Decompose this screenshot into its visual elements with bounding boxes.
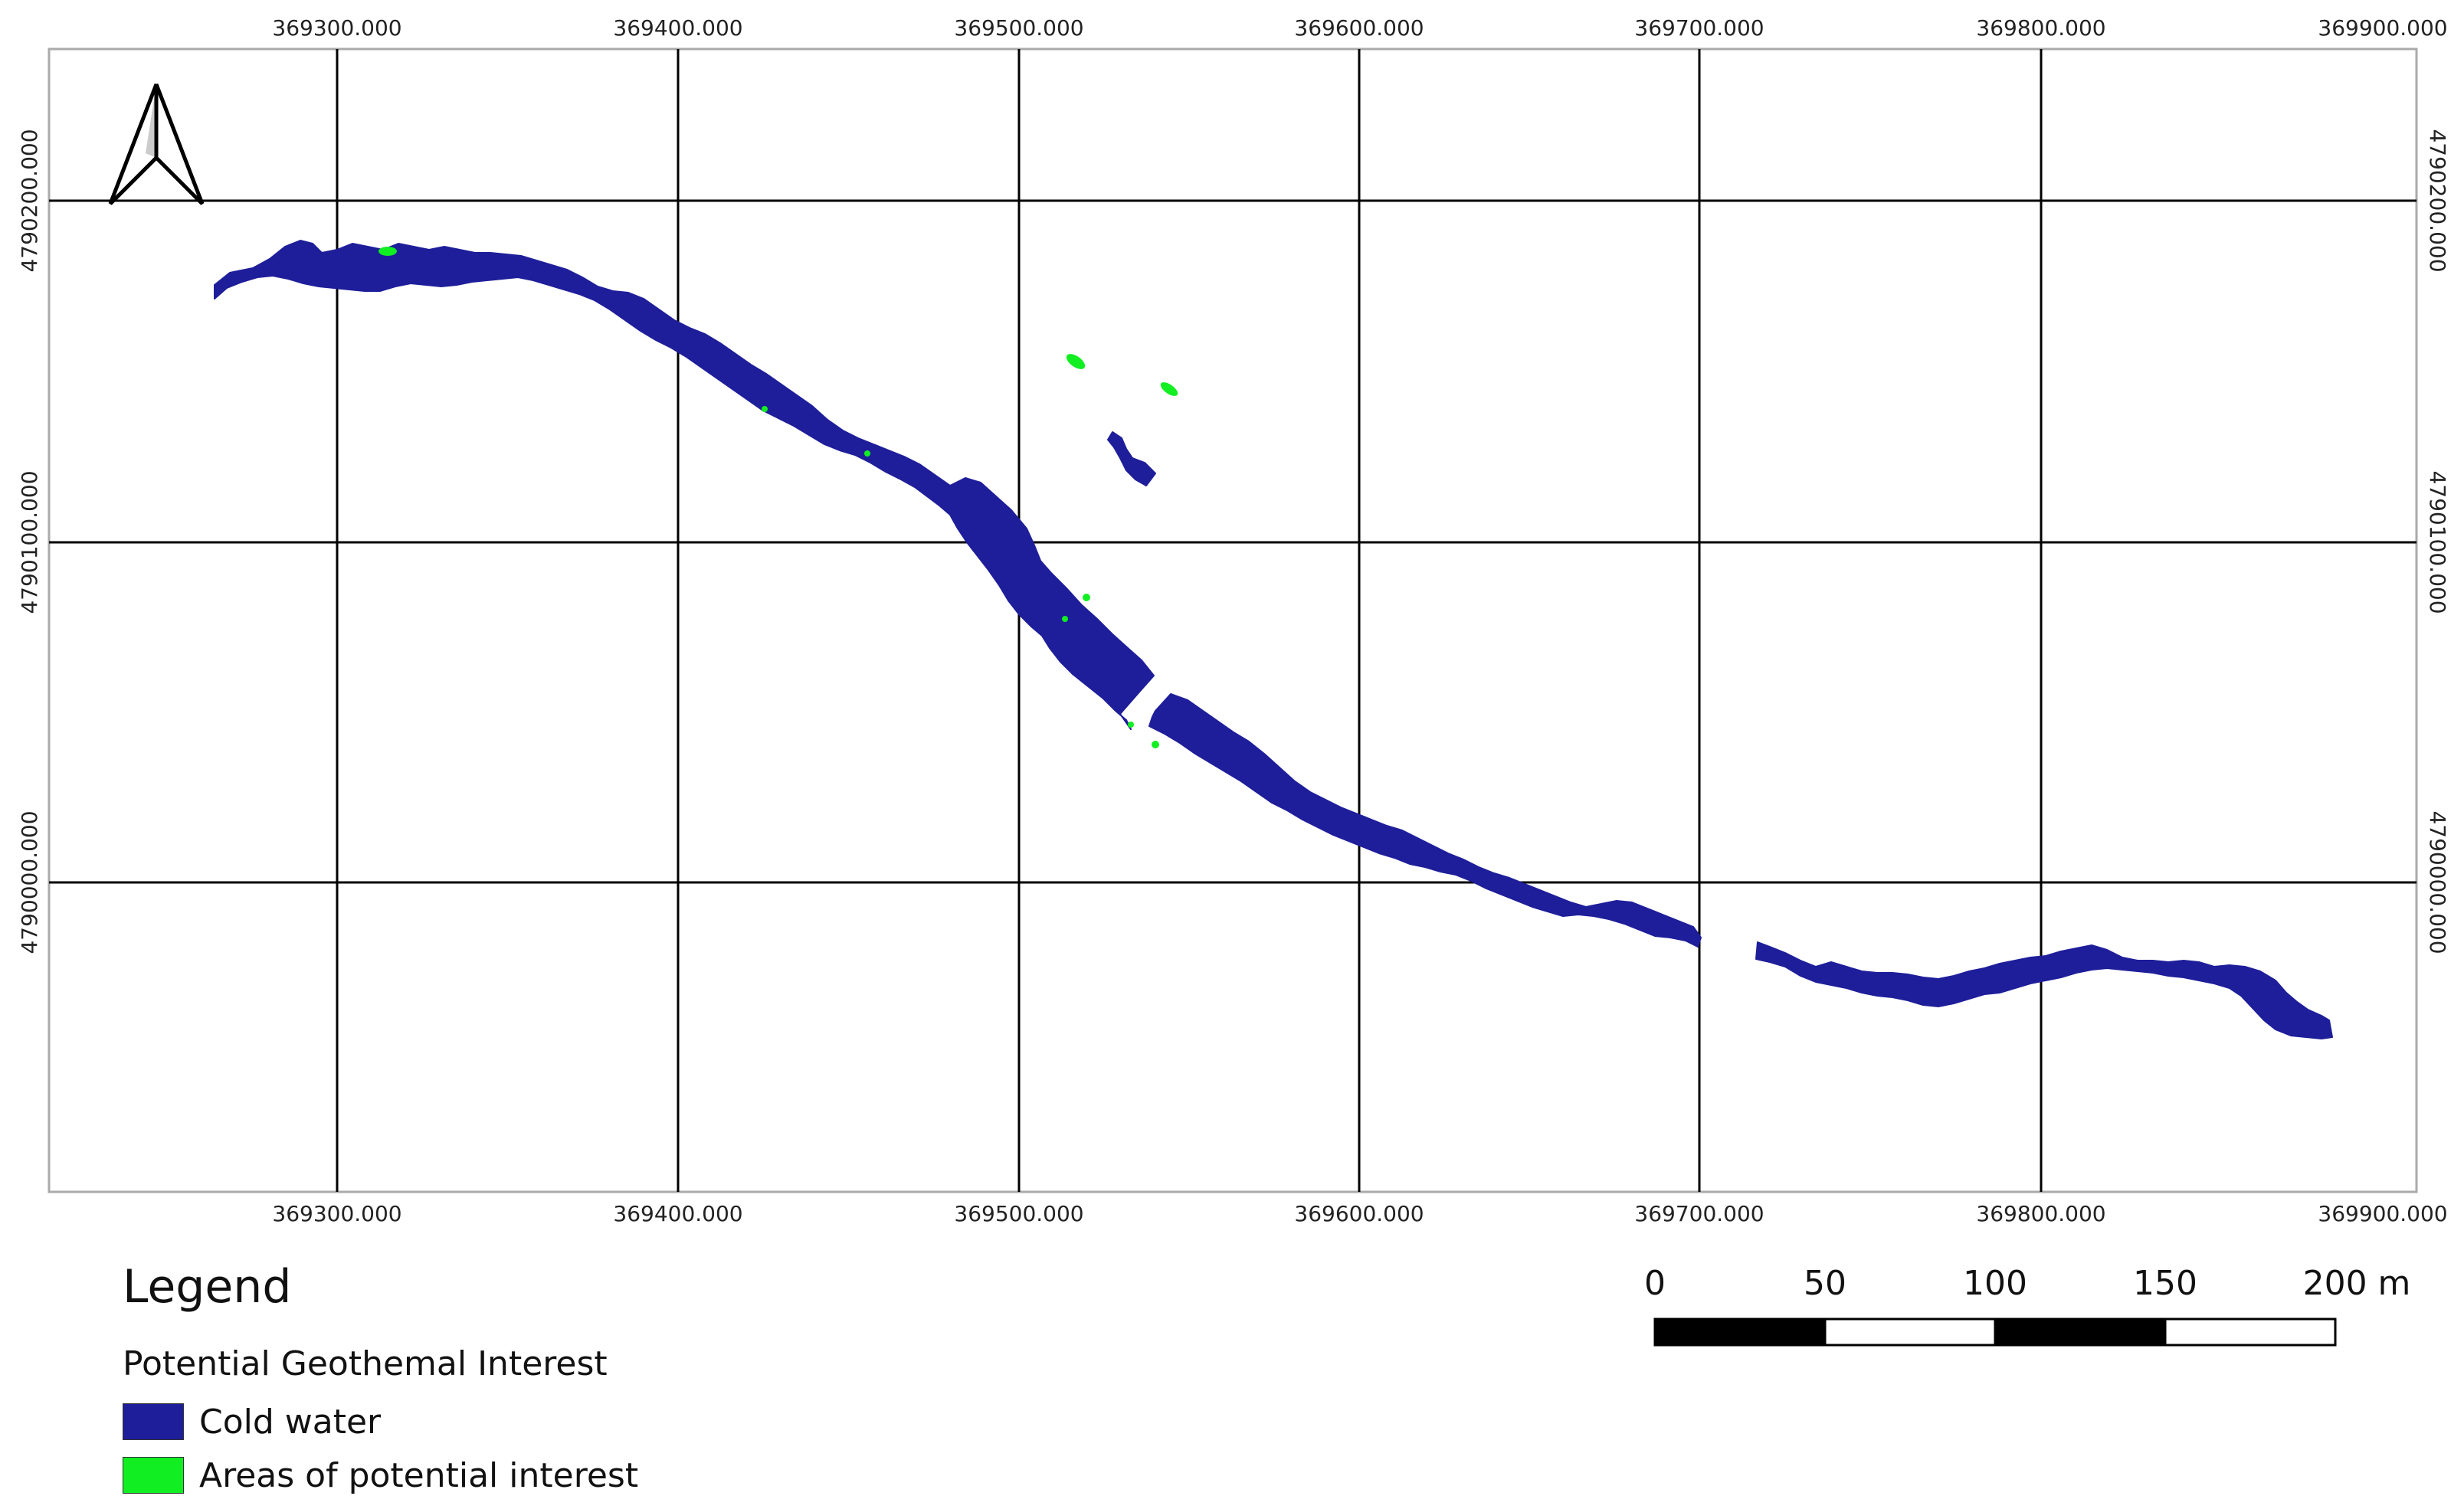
legend-item-label: Cold water <box>199 1402 382 1442</box>
cold-water-swatch <box>123 1403 184 1440</box>
interest-area-bank-3 <box>1083 594 1090 601</box>
interest-area-west <box>378 247 397 256</box>
legend-subtitle: Potential Geothemal Interest <box>123 1344 608 1383</box>
scale-bar: 0 50 100 150 200 m <box>1644 1264 2411 1347</box>
y-tick-right: 4790100.000 <box>2425 470 2450 614</box>
x-tick-top: 369900.000 <box>2318 15 2447 41</box>
x-tick-bottom: 369700.000 <box>1634 1201 1764 1226</box>
interest-area-bank-1 <box>762 406 768 412</box>
river-segment-middle <box>1148 693 1702 948</box>
legend-item-cold-water: Cold water <box>123 1400 638 1443</box>
x-axis-top: 369300.000 369400.000 369500.000 369600.… <box>272 15 2447 41</box>
scale-bar-label: 0 <box>1644 1264 1666 1303</box>
y-tick-right: 4790000.000 <box>2425 810 2450 954</box>
x-tick-bottom: 369900.000 <box>2318 1201 2447 1226</box>
x-tick-bottom: 369400.000 <box>613 1201 742 1226</box>
potential-interest-swatch <box>123 1457 184 1494</box>
x-tick-bottom: 369600.000 <box>1294 1201 1424 1226</box>
x-tick-top: 369600.000 <box>1294 15 1424 41</box>
scale-bar-segment <box>1994 1318 2167 1347</box>
grid <box>49 49 2416 1192</box>
y-tick-left: 4790000.000 <box>17 810 42 954</box>
x-tick-top: 369700.000 <box>1634 15 1764 41</box>
x-tick-bottom: 369800.000 <box>1976 1201 2105 1226</box>
map-frame <box>48 47 2418 1193</box>
interest-area-north-2 <box>1160 382 1178 396</box>
scale-bar-segment <box>1653 1318 1827 1347</box>
scale-bar-label: 50 <box>1804 1264 1846 1303</box>
cold-water-layer <box>214 240 2333 1039</box>
x-tick-top: 369300.000 <box>272 15 401 41</box>
river-island-patch <box>1107 431 1156 486</box>
legend-title: Legend <box>123 1260 292 1314</box>
y-axis-left: 4790200.000 4790100.000 4790000.000 <box>17 129 42 954</box>
legend-item-label: Areas of potential interest <box>199 1455 639 1495</box>
y-tick-left: 4790200.000 <box>17 129 42 272</box>
y-tick-left: 4790100.000 <box>17 470 42 614</box>
x-tick-bottom: 369500.000 <box>954 1201 1083 1226</box>
x-axis-bottom: 369300.000 369400.000 369500.000 369600.… <box>272 1201 2447 1226</box>
x-tick-top: 369400.000 <box>613 15 742 41</box>
interest-area-bank-2 <box>864 450 870 457</box>
river-segment-east <box>1755 941 2333 1039</box>
north-arrow-icon <box>108 83 205 205</box>
interest-area-north-1 <box>1066 354 1086 369</box>
scale-bar-segment <box>1823 1318 1997 1347</box>
interest-area-bank-6 <box>1128 722 1134 728</box>
interest-area-bank-5 <box>1152 741 1159 748</box>
river-segment-west <box>214 240 1155 730</box>
y-axis-right: 4790200.000 4790100.000 4790000.000 <box>2425 129 2450 954</box>
scale-bar-segment <box>2164 1318 2337 1347</box>
potential-interest-layer <box>378 247 1178 748</box>
legend-item-potential-interest: Areas of potential interest <box>123 1454 638 1497</box>
x-tick-top: 369800.000 <box>1976 15 2105 41</box>
y-tick-right: 4790200.000 <box>2425 129 2450 272</box>
scale-bar-label: 100 <box>1963 1264 2027 1303</box>
x-tick-top: 369500.000 <box>954 15 1083 41</box>
x-tick-bottom: 369300.000 <box>272 1201 401 1226</box>
scale-bar-label: 200 m <box>2303 1264 2411 1303</box>
interest-area-bank-4 <box>1062 616 1068 622</box>
scale-bar-label: 150 <box>2133 1264 2197 1303</box>
legend: Legend Potential Geothemal Interest Cold… <box>123 1260 638 1507</box>
